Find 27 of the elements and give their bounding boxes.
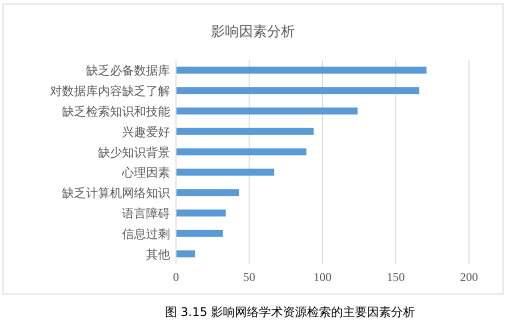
bar bbox=[176, 189, 239, 196]
y-tick-label: 缺乏必备数据库 bbox=[86, 64, 170, 78]
bar bbox=[176, 168, 274, 176]
y-tick-label: 语言障碍 bbox=[122, 206, 170, 220]
y-tick-label: 心理因素 bbox=[121, 166, 170, 180]
x-tick-label: 150 bbox=[386, 270, 405, 284]
bar bbox=[176, 108, 358, 114]
x-tick-label: 0 bbox=[173, 270, 179, 284]
caption: 图 3.15 影响网络学术资源检索的主要因素分析 bbox=[164, 305, 416, 319]
y-tick-label: 缺少知识背景 bbox=[98, 145, 170, 160]
y-tick-label: 缺乏计算机网络知识 bbox=[62, 186, 170, 200]
bar bbox=[176, 66, 427, 74]
chart-title: 影响因素分析 bbox=[211, 24, 295, 40]
y-tick-label: 信息过剩 bbox=[122, 226, 170, 241]
bar bbox=[176, 230, 223, 237]
y-tick-label: 缺乏检索知识和技能 bbox=[62, 104, 170, 118]
y-tick-label: 其他 bbox=[146, 247, 170, 262]
x-tick-label: 50 bbox=[243, 270, 256, 284]
bar bbox=[176, 210, 226, 216]
x-tick-label: 200 bbox=[460, 270, 478, 284]
bar bbox=[176, 128, 314, 135]
bar bbox=[176, 250, 196, 258]
y-tick-label: 兴趣爱好 bbox=[122, 124, 170, 139]
y-tick-label: 对数据库内容缺乏了解 bbox=[50, 84, 170, 98]
bar bbox=[176, 87, 420, 94]
x-tick-label: 100 bbox=[314, 270, 332, 284]
bar bbox=[176, 148, 306, 156]
